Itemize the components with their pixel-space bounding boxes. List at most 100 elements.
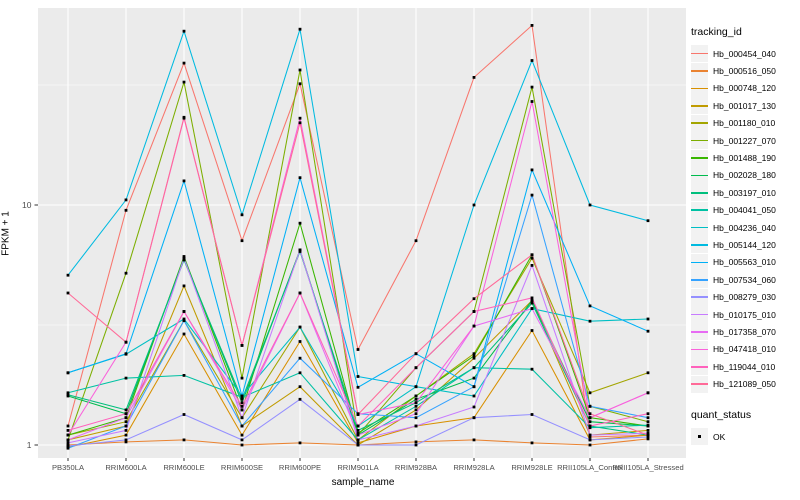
data-point-marker [646, 317, 650, 321]
data-point-marker [124, 416, 128, 420]
data-point-marker [298, 176, 302, 180]
data-point-marker [298, 221, 302, 225]
data-point-marker [588, 404, 592, 408]
legend-key-line-icon [691, 87, 708, 90]
x-tick-label: RRII105LA_Stressed [612, 463, 683, 472]
legend-key-swatch [691, 253, 708, 271]
data-point-marker [298, 82, 302, 86]
legend-item-label: Hb_017358_070 [713, 326, 776, 337]
legend-key-line-icon [691, 226, 708, 229]
data-point-marker [240, 433, 244, 437]
legend-key-line-icon [691, 278, 708, 281]
x-tick-label: RRII105LA_Control [557, 463, 623, 472]
data-point-marker [646, 371, 650, 375]
data-point-marker [182, 317, 186, 321]
data-point-marker [240, 438, 244, 442]
data-point-marker [646, 437, 650, 441]
legend-item-label: OK [713, 431, 726, 442]
legend-key-swatch [691, 358, 708, 376]
data-point-marker [298, 121, 302, 125]
data-point-marker [472, 405, 476, 409]
data-point-marker [356, 413, 360, 416]
data-point-marker [646, 416, 650, 420]
legend-key-line-icon [691, 365, 708, 368]
legend-key-line-icon [691, 313, 708, 316]
data-point-marker [356, 438, 360, 442]
data-point-marker [124, 412, 128, 416]
legend-item: Hb_047418_010 [691, 340, 799, 358]
legend-item: Hb_121089_050 [691, 375, 799, 393]
legend-key-line-icon [691, 296, 708, 298]
legend-item: Hb_000748_120 [691, 79, 799, 97]
legend-key-line-icon [691, 192, 708, 194]
data-point-marker [124, 440, 128, 444]
data-point-marker [240, 408, 244, 412]
data-point-marker [588, 203, 592, 207]
data-point-marker [530, 168, 534, 172]
data-point-marker [124, 198, 128, 202]
data-point-marker [298, 385, 302, 389]
data-point-marker [298, 27, 302, 31]
data-point-marker [298, 291, 302, 295]
legend-item: Hb_001227_070 [691, 132, 799, 150]
data-point-marker [530, 413, 534, 416]
x-tick-label: RRIM928LA [453, 463, 495, 472]
legend-item-label: Hb_005563_010 [713, 257, 776, 268]
legend-key-line-icon [691, 244, 708, 246]
legend-key-line-icon [691, 157, 708, 159]
legend-key-swatch [691, 184, 708, 202]
x-tick-label: RRIM600LA [105, 463, 147, 472]
data-point-marker [530, 256, 534, 260]
data-point-marker [182, 179, 186, 183]
x-tick-label: PB350LA [52, 463, 85, 472]
legend-key-line-icon [691, 174, 708, 177]
data-point-marker [530, 296, 534, 300]
legend-key-line-icon [691, 52, 708, 55]
legend-item: Hb_004041_050 [691, 201, 799, 219]
data-point-marker [588, 424, 592, 428]
data-point-marker [530, 307, 534, 310]
legend-item: Hb_017358_070 [691, 323, 799, 341]
data-point-marker [240, 416, 244, 420]
data-point-marker [356, 385, 360, 389]
x-tick-label: RRIM928LE [511, 463, 552, 472]
legend-item: Hb_001488_190 [691, 149, 799, 167]
data-point-marker [646, 433, 650, 437]
data-point-marker [472, 385, 476, 389]
legend-key-swatch [691, 166, 708, 184]
data-point-marker [472, 356, 476, 360]
data-point-marker [240, 344, 244, 347]
legend-title-quant-status: quant_status [691, 408, 752, 421]
legend-quant-block: quant_status OK [691, 409, 799, 445]
legend-key-line-icon [691, 383, 708, 385]
data-point-marker [646, 429, 650, 432]
legend-item-label: Hb_010175_010 [713, 309, 776, 320]
x-axis-title: sample_name [331, 477, 395, 488]
data-point-marker [356, 433, 360, 437]
data-point-marker [182, 256, 186, 260]
legend-key-swatch [691, 114, 708, 132]
data-point-marker [472, 394, 476, 398]
legend-key-line-icon [691, 105, 708, 107]
data-point-marker [298, 68, 302, 72]
data-point-marker [298, 371, 302, 375]
data-point-marker [472, 438, 476, 442]
data-point-marker [646, 423, 650, 427]
data-point-marker [182, 255, 186, 258]
x-tick-label: RRIM600LE [163, 463, 204, 472]
data-point-marker [124, 352, 128, 356]
legend-item: Hb_005563_010 [691, 253, 799, 271]
x-tick-label: RRIM600SE [221, 463, 263, 472]
legend-item: Hb_000516_050 [691, 62, 799, 80]
data-point-marker [124, 408, 128, 412]
data-point-marker [588, 443, 592, 447]
data-point-marker [414, 239, 418, 243]
data-point-marker [588, 391, 592, 395]
data-point-marker [66, 433, 70, 437]
legend-key-line-icon [691, 139, 708, 142]
legend-item: Hb_001180_010 [691, 114, 799, 132]
data-point-marker [472, 416, 476, 420]
legend-item-label: Hb_005144_120 [713, 239, 776, 250]
data-point-marker [414, 397, 418, 401]
